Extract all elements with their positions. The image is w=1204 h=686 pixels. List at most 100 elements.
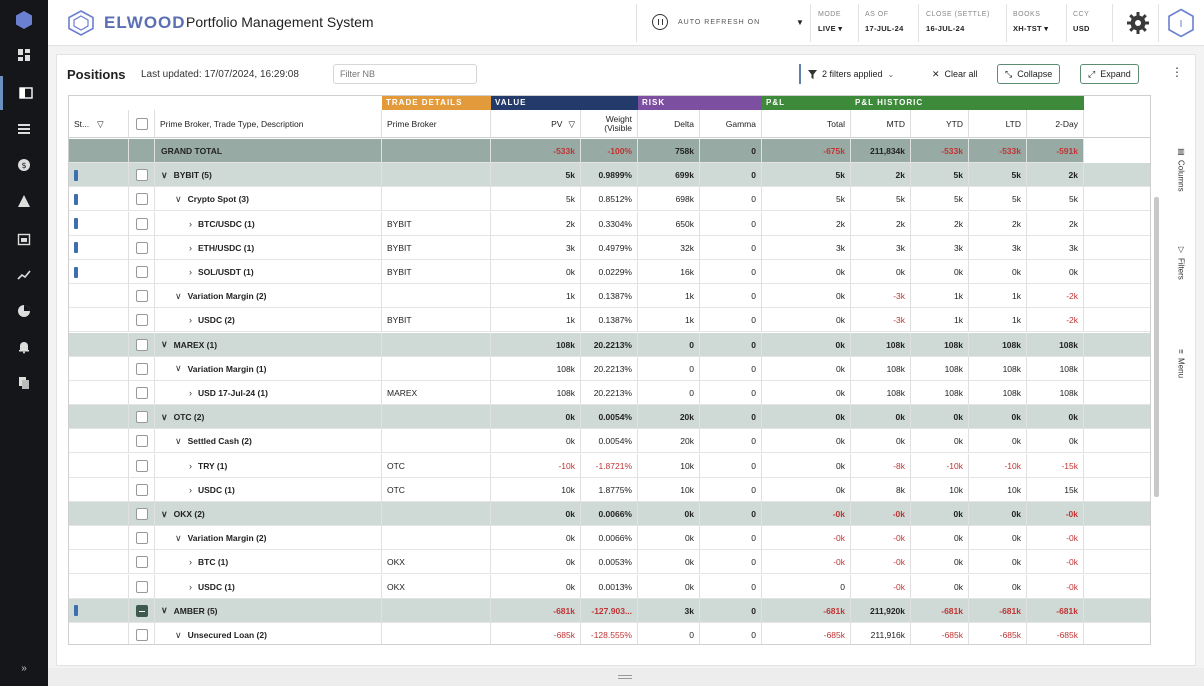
row-checkbox[interactable] — [135, 629, 148, 641]
chevron-down-icon[interactable]: ∨ — [161, 169, 168, 180]
row-checkbox[interactable] — [135, 556, 148, 569]
filter-nb-input[interactable] — [333, 64, 477, 84]
table-row[interactable]: › ETH/USDC (1) BYBIT 3k 0.4979% 32k 0 3k 3k 3k 3k 3… — [69, 235, 1150, 260]
row-checkbox[interactable] — [135, 169, 148, 182]
documents-icon[interactable] — [0, 366, 48, 400]
chevron-down-icon[interactable]: ∨ — [161, 605, 168, 616]
row-checkbox[interactable] — [135, 266, 148, 278]
col-header-pv[interactable]: PV ▽ — [491, 110, 581, 138]
table-row[interactable]: ∨ OTC (2) 0k 0.0054% 20k 0 0k 0k 0k 0k 0k — [69, 405, 1150, 430]
col-header-description[interactable]: Prime Broker, Trade Type, Description — [155, 110, 382, 138]
table-row[interactable]: ∨ Variation Margin (2) 0k 0.0066% 0k 0 -0k -0k 0… — [69, 526, 1150, 551]
chevron-down-icon[interactable]: ∨ — [161, 508, 168, 519]
currency-selector[interactable]: CCY USD — [1073, 11, 1090, 33]
col-header-status[interactable]: St... ▽ — [69, 110, 129, 138]
brand[interactable]: ELWOOD — [66, 10, 186, 36]
row-checkbox[interactable] — [135, 193, 148, 206]
chevron-right-icon[interactable]: › — [189, 484, 192, 495]
clear-all-button[interactable]: ✕ Clear all — [932, 68, 978, 80]
row-checkbox[interactable] — [135, 387, 148, 399]
table-row[interactable]: ∨ Unsecured Loan (2) -685k -128.555% 0 0 -685k… — [69, 623, 1150, 644]
col-header-total[interactable]: Total — [762, 110, 851, 138]
table-row[interactable]: ∨ BYBIT (5) 5k 0.9899% 699k 0 5k 2k 5k 5k 2k — [69, 163, 1150, 188]
app-logo-icon[interactable] — [14, 10, 34, 30]
auto-refresh-toggle[interactable]: AUTO REFRESH ON — [652, 14, 760, 30]
list-icon[interactable] — [0, 112, 48, 146]
more-options-icon[interactable]: ⋮ — [1171, 65, 1183, 79]
columns-tab[interactable]: ▥ Columns — [1176, 147, 1186, 192]
table-row[interactable]: › USDC (1) OTC 10k 1.8775% 10k 0 0k 8k 10k 10k 15k — [69, 477, 1150, 502]
chevron-right-icon[interactable]: › — [189, 267, 192, 277]
row-checkbox[interactable] — [135, 241, 148, 254]
row-checkbox[interactable] — [135, 217, 148, 230]
table-row[interactable]: ∨ AMBER (5) -681k -127.903... 3k 0 -681k 211,92… — [69, 598, 1150, 623]
pie-chart-icon[interactable] — [0, 294, 48, 328]
row-checkbox[interactable] — [135, 604, 148, 617]
row-checkbox[interactable] — [135, 338, 148, 351]
col-header-weight[interactable]: Weight (Visible — [581, 110, 638, 138]
expand-button[interactable]: ⤢ Expand — [1080, 64, 1139, 84]
chevron-right-icon[interactable]: › — [189, 460, 192, 471]
filters-applied-button[interactable]: 2 filters applied ⌄ — [799, 64, 902, 84]
chevron-down-icon[interactable]: ∨ — [161, 339, 168, 350]
chevron-down-icon[interactable]: ∨ — [175, 435, 182, 446]
warning-icon[interactable] — [0, 184, 48, 218]
positions-icon[interactable] — [0, 76, 48, 110]
menu-tab[interactable]: ≡ Menu — [1176, 349, 1186, 378]
chevron-down-icon[interactable]: ∨ — [175, 290, 182, 301]
table-row[interactable]: ∨ Crypto Spot (3) 5k 0.8512% 698k 0 5k 5k 5k 5k 5k — [69, 187, 1150, 212]
collapse-button[interactable]: ⤡ Collapse — [997, 64, 1061, 84]
chevron-down-icon[interactable]: ∨ — [161, 411, 168, 422]
close-settle-date[interactable]: CLOSE (SETTLE) 16-JUL-24 — [926, 11, 990, 33]
table-row[interactable]: › USDC (1) OKX 0k 0.0013% 0k 0 0 -0k 0k 0k -0k — [69, 574, 1150, 599]
table-row[interactable]: › SOL/USDT (1) BYBIT 0k 0.0229% 16k 0 0k 0k 0k 0k 0… — [69, 260, 1150, 284]
row-checkbox[interactable] — [135, 532, 148, 545]
dollar-icon[interactable]: $ — [0, 148, 48, 182]
chevron-right-icon[interactable]: › — [189, 581, 192, 592]
col-header-ltd[interactable]: LTD — [969, 110, 1027, 138]
chevron-down-icon[interactable]: ∨ — [175, 532, 182, 543]
chevron-right-icon[interactable]: › — [189, 388, 192, 398]
row-checkbox[interactable] — [135, 508, 148, 520]
table-row[interactable]: › BTC (1) OKX 0k 0.0053% 0k 0 -0k -0k 0k 0k -0k — [69, 550, 1150, 575]
col-header-ytd[interactable]: YTD — [911, 110, 969, 138]
row-checkbox[interactable] — [135, 483, 148, 496]
row-checkbox[interactable] — [135, 411, 148, 424]
table-row[interactable]: ∨ Variation Margin (1) 108k 20.2213% 0 0 0k 108… — [69, 356, 1150, 381]
row-checkbox[interactable] — [135, 362, 148, 375]
chevron-right-icon[interactable]: › — [189, 218, 192, 229]
filter-icon[interactable]: ▽ — [97, 118, 104, 129]
books-selector[interactable]: BOOKS XH-TST ▾ — [1013, 11, 1049, 33]
chevron-down-icon[interactable]: ∨ — [175, 363, 182, 374]
mode-selector[interactable]: MODE LIVE ▾ — [818, 11, 843, 33]
chart-line-icon[interactable] — [0, 258, 48, 292]
calendar-icon[interactable] — [0, 222, 48, 256]
as-of-date[interactable]: AS OF 17-JUL-24 — [865, 11, 904, 33]
table-row[interactable]: › USDC (2) BYBIT 1k 0.1387% 1k 0 0k -3k 1k 1k -2k — [69, 308, 1150, 333]
select-all-checkbox[interactable] — [135, 118, 148, 130]
filters-tab[interactable]: ▽ Filters — [1176, 245, 1186, 280]
user-avatar[interactable]: I — [1166, 8, 1196, 38]
col-header-prime-broker[interactable]: Prime Broker — [382, 110, 491, 138]
resize-handle[interactable] — [618, 675, 632, 679]
table-row[interactable]: › BTC/USDC (1) BYBIT 2k 0.3304% 650k 0 2k 2k 2k 2k… — [69, 211, 1150, 236]
table-row[interactable]: ∨ Settled Cash (2) 0k 0.0054% 20k 0 0k 0k 0k 0k 0k — [69, 429, 1150, 454]
row-checkbox[interactable] — [135, 435, 148, 448]
table-row[interactable]: ∨ Variation Margin (2) 1k 0.1387% 1k 0 0k -3k 1k… — [69, 284, 1150, 309]
col-header-2day[interactable]: 2-Day — [1027, 110, 1084, 138]
vertical-scrollbar[interactable] — [1154, 197, 1159, 497]
gear-icon[interactable] — [1126, 11, 1150, 35]
table-row[interactable]: › TRY (1) OTC -10k -1.8721% 10k 0 0k -8k -10k -10k… — [69, 453, 1150, 478]
auto-refresh-dropdown-icon[interactable]: ▼ — [796, 18, 804, 27]
row-checkbox[interactable] — [135, 290, 148, 303]
col-header-gamma[interactable]: Gamma — [700, 110, 762, 138]
table-row[interactable]: › USD 17-Jul-24 (1) MAREX 108k 20.2213% 0 0 0k 1… — [69, 381, 1150, 405]
bell-icon[interactable] — [0, 330, 48, 364]
row-checkbox[interactable] — [135, 459, 148, 472]
grand-total-row[interactable]: GRAND TOTAL -533k -100% 758k 0 -675k 211,834k -… — [69, 139, 1150, 163]
chevron-right-icon[interactable]: › — [189, 557, 192, 568]
table-row[interactable]: ∨ MAREX (1) 108k 20.2213% 0 0 0k 108k 108k 108k 10… — [69, 332, 1150, 357]
row-checkbox[interactable] — [135, 314, 148, 327]
dashboard-icon[interactable] — [0, 38, 48, 72]
filter-icon[interactable]: ▽ — [568, 118, 575, 129]
